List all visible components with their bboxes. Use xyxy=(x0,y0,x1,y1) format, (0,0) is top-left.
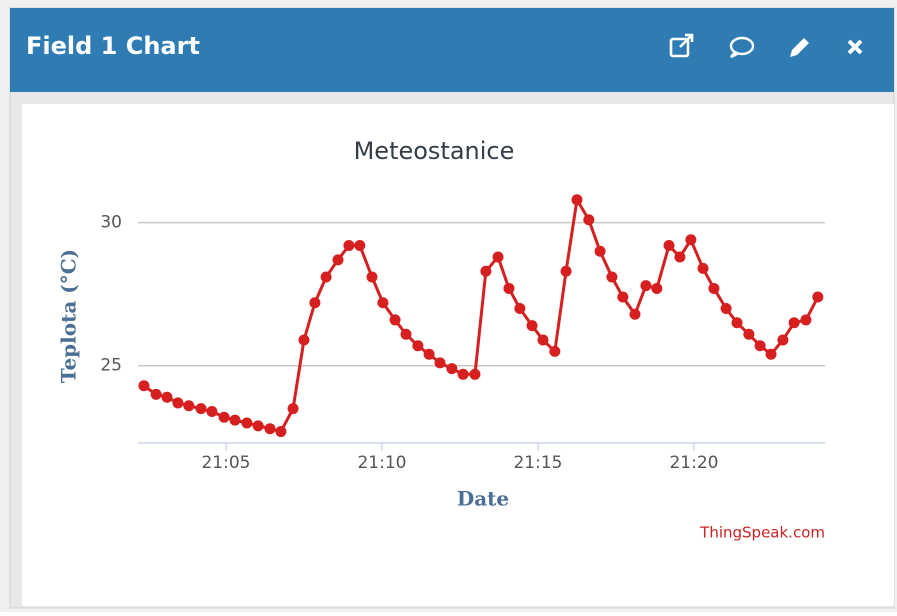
data-point xyxy=(446,363,458,375)
data-point xyxy=(183,400,195,412)
data-point xyxy=(503,282,515,294)
data-point xyxy=(206,406,218,418)
x-tick-label: 21:10 xyxy=(357,453,406,473)
credits[interactable]: ThingSpeak.com xyxy=(699,524,825,542)
data-point xyxy=(218,411,230,423)
x-tick-label: 21:20 xyxy=(669,453,718,473)
data-point xyxy=(800,314,812,326)
data-point xyxy=(366,271,378,283)
data-point xyxy=(161,391,173,403)
data-point xyxy=(298,334,310,346)
data-point xyxy=(583,214,595,226)
panel-title: Field 1 Chart xyxy=(26,32,200,60)
data-point xyxy=(423,348,435,360)
data-point xyxy=(492,251,504,263)
data-point xyxy=(674,251,686,263)
data-point xyxy=(629,308,641,320)
data-point xyxy=(252,420,264,432)
data-point xyxy=(343,240,355,252)
data-point xyxy=(571,194,583,206)
data-point xyxy=(549,345,561,357)
data-point xyxy=(777,334,789,346)
data-point xyxy=(720,302,732,314)
data-point xyxy=(697,262,709,274)
y-axis-label: Teplota (°C) xyxy=(57,249,81,383)
data-point xyxy=(332,254,344,266)
comment-icon[interactable] xyxy=(729,36,755,59)
data-point xyxy=(138,380,150,392)
data-point xyxy=(731,317,743,329)
open-icon[interactable] xyxy=(669,33,694,58)
data-point xyxy=(172,397,184,409)
data-point xyxy=(560,265,572,277)
data-point xyxy=(434,357,446,369)
data-point xyxy=(743,328,755,340)
data-point xyxy=(812,291,824,303)
chart: Meteostanice Date Teplota (°C) ThingSpea… xyxy=(57,137,825,542)
panel-header xyxy=(10,8,894,92)
data-point xyxy=(354,240,366,252)
data-point xyxy=(640,280,652,292)
edit-icon[interactable] xyxy=(790,38,809,57)
data-point xyxy=(537,334,549,346)
x-tick-label: 21:15 xyxy=(513,453,562,473)
data-point xyxy=(229,414,241,426)
data-point xyxy=(469,368,481,380)
close-icon[interactable] xyxy=(847,39,863,55)
data-point xyxy=(457,368,469,380)
data-point xyxy=(617,291,629,303)
data-point xyxy=(287,403,299,415)
data-point xyxy=(708,282,720,294)
data-point xyxy=(377,297,389,309)
data-point xyxy=(264,423,276,435)
data-point xyxy=(400,328,412,340)
data-point xyxy=(150,388,162,400)
data-point xyxy=(389,314,401,326)
data-point xyxy=(241,417,253,429)
y-tick-label: 25 xyxy=(100,356,122,376)
data-point xyxy=(754,340,766,352)
data-point xyxy=(606,271,618,283)
data-point xyxy=(594,245,606,257)
data-point xyxy=(275,426,287,438)
x-axis-label: Date xyxy=(457,487,509,511)
y-tick-label: 30 xyxy=(100,213,122,233)
data-point xyxy=(412,340,424,352)
data-point xyxy=(788,317,800,329)
data-point xyxy=(685,234,697,246)
data-point xyxy=(480,265,492,277)
x-tick-label: 21:05 xyxy=(201,453,250,473)
data-point xyxy=(526,320,538,332)
data-point xyxy=(765,348,777,360)
chart-title: Meteostanice xyxy=(354,137,515,165)
data-point xyxy=(195,403,207,415)
chart-area xyxy=(22,104,894,606)
data-point xyxy=(309,297,321,309)
data-point xyxy=(651,282,663,294)
data-point xyxy=(320,271,332,283)
data-point xyxy=(663,240,675,252)
data-point xyxy=(514,302,526,314)
